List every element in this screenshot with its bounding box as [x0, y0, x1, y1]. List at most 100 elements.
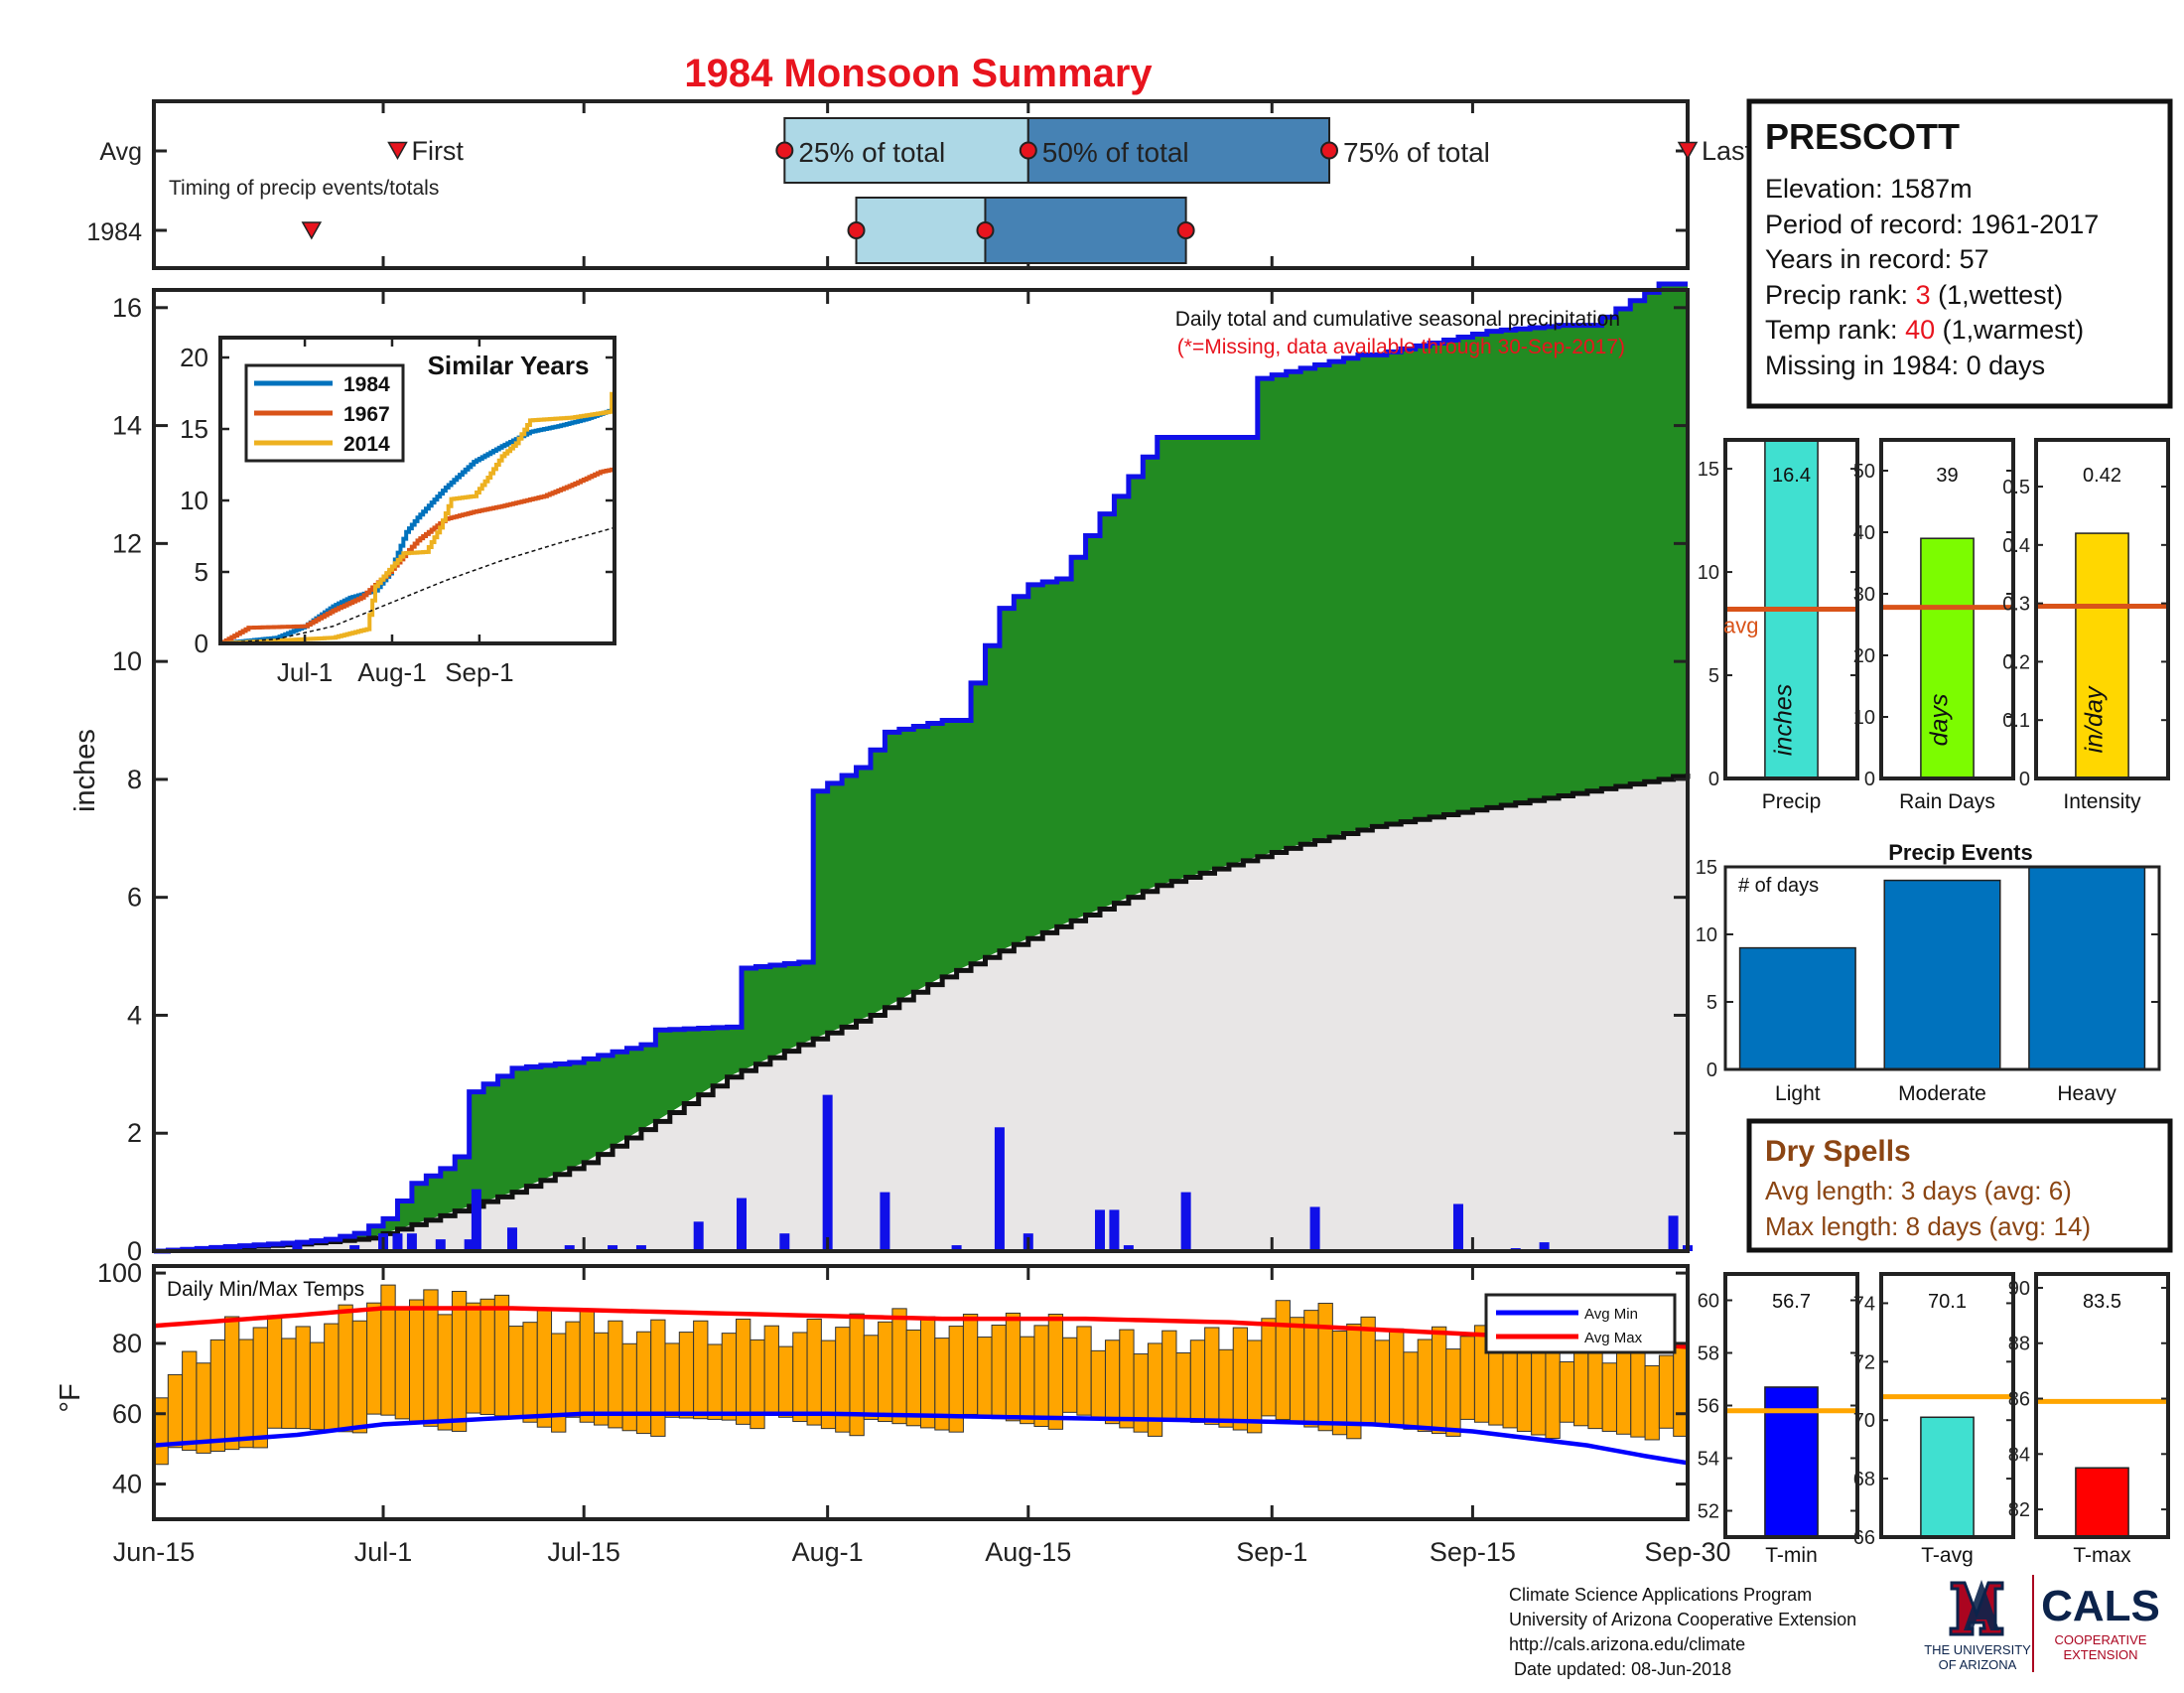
temp-legend-label-max: Avg Max: [1584, 1330, 1643, 1346]
daily-temp-bar: [1175, 1351, 1191, 1421]
timing-row-label-1984: 1984: [86, 218, 142, 246]
inset-frame: [218, 336, 616, 645]
daily-temp-bar: [1673, 1344, 1689, 1437]
inset-ytick-label: 5: [195, 557, 208, 587]
daily-temp-bar: [324, 1323, 340, 1432]
daily-temp-bar: [437, 1314, 453, 1431]
inset-xtick-label: Aug-1: [357, 657, 426, 687]
summary-0-frame: [1723, 438, 1859, 780]
timing-panel: Avg 1984 Timing of precip events/totals …: [86, 99, 1813, 270]
daily-temp-bar: [664, 1342, 680, 1418]
inset-plot-area: [219, 375, 616, 645]
dry-spells-frame: [1746, 1118, 2173, 1253]
daily-temp-bar: [1147, 1342, 1163, 1437]
daily-temp-bar: [1104, 1340, 1121, 1425]
daily-temp-bar: [1076, 1326, 1092, 1416]
daily-temp-bar: [508, 1326, 524, 1418]
station-precip-rank: Precip rank: 3 (1,wettest): [1765, 280, 2063, 310]
ua-a-inner-icon: [1964, 1580, 1999, 1630]
daily-temp-bar: [1360, 1316, 1376, 1424]
daily-temp-bar: [579, 1309, 595, 1423]
precip-events-chart: Precip Events Light Moderate Heavy 0 5 10 15 #…: [1696, 840, 2161, 1105]
daily-precip-bar: [880, 1192, 890, 1251]
daily-temp-bar: [1644, 1364, 1660, 1441]
daily-precip-bar: [635, 1245, 646, 1251]
daily-temp-bar: [281, 1338, 297, 1429]
summary-1-frame: [1879, 438, 2015, 780]
daily-temp-bar: [1459, 1336, 1475, 1420]
similar-years-inset: 0 5 10 15 20 Jul-1 Aug-1 Sep-1 Similar Years 19…: [180, 336, 616, 687]
avg-cumulative-area: [154, 773, 1688, 1251]
daily-precip-bar: [1309, 1206, 1320, 1251]
temp-summary-category-label: T-max: [2073, 1544, 2131, 1567]
1984-triangle-first: [301, 221, 323, 240]
precip-plot-frame: [152, 288, 1690, 1253]
daily-temp-bar: [707, 1343, 723, 1420]
summary-ytick-label: 10: [1853, 707, 1875, 729]
daily-temp-bar: [736, 1318, 751, 1425]
daily-temp-bar: [977, 1337, 993, 1418]
avg-marker-p75: [1320, 141, 1339, 160]
tsummary-2-frame: [2034, 1272, 2170, 1539]
daily-precip-bar: [506, 1227, 517, 1251]
precip-axes: 0 2 4 6 8 10 12 14 16: [112, 290, 1690, 1266]
date-tick-label: Sep-1: [1236, 1537, 1307, 1567]
daily-precip-bar: [564, 1245, 575, 1251]
timing-label-25pct: 25% of total: [798, 137, 945, 168]
daily-temp-bar: [1658, 1354, 1675, 1429]
dry-spells-avg: Avg length: 3 days (avg: 6): [1765, 1176, 2072, 1205]
temp-summary-category-label: T-avg: [1921, 1544, 1974, 1567]
precip-ytick-label: 2: [127, 1118, 142, 1148]
daily-temp-bar: [1189, 1340, 1206, 1423]
temp-summary-ytick-label: 58: [1698, 1343, 1719, 1365]
daily-temp-bar: [309, 1341, 326, 1431]
date-tick-label: Sep-15: [1430, 1537, 1516, 1567]
temp-summary-value-label: 56.7: [1772, 1291, 1811, 1313]
date-tick-label: Jul-15: [547, 1537, 620, 1567]
precip-ytick-label: 6: [127, 883, 142, 913]
summary-category-label: Rain Days: [1899, 790, 1995, 813]
events-category-label: Heavy: [2057, 1082, 2116, 1105]
daily-temp-bar: [777, 1345, 794, 1418]
dry-spells-box: Dry Spells Avg length: 3 days (avg: 6) M…: [1746, 1118, 2173, 1253]
summary-ytick-label: 50: [1853, 461, 1875, 483]
daily-temp-bar: [451, 1291, 468, 1432]
daily-temp-bar: [1090, 1349, 1106, 1420]
daily-temp-bar: [238, 1339, 254, 1449]
temp-ytick-label: 60: [112, 1399, 142, 1429]
summary-ytick-label: 20: [1853, 645, 1875, 667]
temp-summary-category-label: T-min: [1765, 1544, 1818, 1567]
daily-temp-bar: [849, 1313, 865, 1437]
daily-temp-bar: [351, 1320, 368, 1434]
summary-unit-label: in/day: [2081, 685, 2109, 753]
footer-line-3: http://cals.arizona.edu/climate: [1509, 1634, 1745, 1654]
temp-summary-ytick-label: 66: [1853, 1527, 1875, 1549]
university-of-arizona-logo: THE UNIVERSITY OF ARIZONA: [1924, 1580, 2031, 1672]
footer-line-4: Date updated: 08-Jun-2018: [1509, 1659, 1731, 1679]
temp-ytick-label: 80: [112, 1329, 142, 1358]
avg-marker-p50: [1019, 141, 1037, 160]
summary-ytick-label: 0.3: [2002, 594, 2030, 616]
avg-cumulative-line: [154, 773, 1691, 1254]
daily-temp-bar: [792, 1332, 808, 1423]
inset-ytick-label: 0: [195, 629, 208, 658]
avg-triangle-first: [387, 141, 408, 161]
station-period: Period of record: 1961-2017: [1765, 210, 2099, 239]
daily-temp-bar: [252, 1327, 268, 1449]
summary-2-frame: [2034, 438, 2170, 780]
1984-marker-p75: [1176, 221, 1195, 239]
temp-summary-value-label: 83.5: [2083, 1291, 2121, 1313]
daily-temp-bar: [1488, 1348, 1504, 1426]
daily-precip-bar: [349, 1245, 360, 1251]
daily-temp-bar: [1062, 1337, 1078, 1413]
daily-temp-bar: [1573, 1349, 1589, 1427]
summary-unit-label: days: [1926, 694, 1954, 747]
station-info-box: PRESCOTT Elevation: 1587m Period of reco…: [1746, 98, 2173, 409]
daily-temp-bar: [493, 1294, 510, 1417]
daily-temp-bar: [1161, 1330, 1177, 1420]
date-tick-label: Jul-1: [354, 1537, 413, 1567]
precip-ylabel: inches: [69, 729, 101, 812]
precip-ytick-label: 8: [127, 765, 142, 794]
daily-temp-bar: [1020, 1336, 1035, 1425]
cals-sub-1: COOPERATIVE: [2055, 1632, 2147, 1647]
